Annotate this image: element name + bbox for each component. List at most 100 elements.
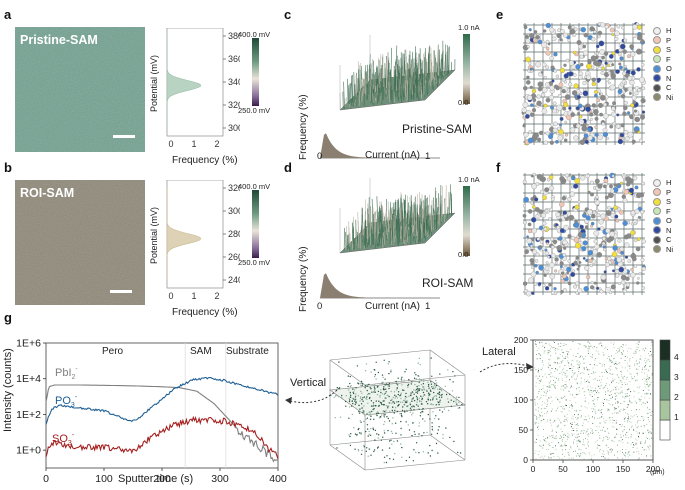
volume-point: [439, 399, 441, 401]
volume-point: [408, 379, 410, 381]
lateral-point: [623, 426, 625, 428]
atom: [526, 246, 531, 251]
surface-spike: [439, 59, 442, 76]
volume-point: [396, 387, 398, 389]
atom: [529, 85, 533, 90]
surface-spike: [425, 48, 427, 80]
lateral-point: [577, 374, 579, 376]
lateral-point: [603, 454, 605, 455]
volume-point: [388, 382, 391, 385]
lateral-point: [590, 345, 592, 347]
x-tick-1: 1: [425, 301, 431, 312]
lateral-point: [627, 437, 629, 439]
atom: [609, 84, 616, 91]
lateral-point: [630, 348, 632, 350]
lateral-point: [540, 394, 542, 396]
atom: [595, 66, 599, 69]
lateral-point: [576, 455, 578, 457]
lateral-point: [565, 344, 567, 346]
volume-point: [355, 393, 357, 395]
atom: [529, 244, 533, 248]
volume-point: [458, 396, 460, 399]
surface-spike: [436, 61, 438, 84]
volume-point: [376, 412, 378, 414]
lateral-point: [640, 399, 642, 400]
lateral-point: [643, 402, 645, 404]
surface-spike: [404, 80, 407, 87]
volume-point: [406, 405, 408, 407]
lateral-point: [622, 344, 624, 345]
volume-point: [418, 433, 420, 435]
lateral-point: [577, 343, 579, 345]
volume-point: [401, 389, 404, 391]
lateral-point: [553, 380, 555, 381]
x-tick-label: 50: [558, 464, 568, 474]
lateral-point: [561, 411, 563, 413]
lateral-point: [545, 392, 547, 394]
lateral-point: [626, 406, 628, 408]
lateral-point: [580, 377, 582, 379]
atom: [614, 269, 620, 274]
atom: [544, 251, 549, 256]
lateral-point: [550, 422, 552, 424]
volume-point: [404, 411, 406, 413]
volume-point: [438, 396, 441, 398]
lateral-point: [651, 438, 653, 439]
atom: [641, 181, 645, 186]
lateral-point: [648, 445, 650, 447]
x-axis-label: Current (nA): [365, 301, 421, 312]
volume-point: [351, 413, 353, 416]
lateral-point: [539, 414, 541, 416]
region-label-sam: SAM: [190, 346, 212, 357]
volume-point: [432, 399, 434, 401]
volume-point: [347, 385, 349, 388]
x-tick-label: 0: [169, 291, 174, 301]
lateral-point: [613, 420, 615, 421]
lateral-point: [649, 351, 651, 352]
volume-point: [388, 447, 391, 449]
lateral-point: [536, 350, 538, 351]
lateral-point: [575, 417, 576, 418]
volume-point: [427, 413, 429, 416]
lateral-point: [571, 404, 572, 406]
lateral-point: [568, 457, 570, 459]
lateral-point: [647, 412, 649, 414]
legend-swatch: [653, 64, 661, 73]
lateral-point: [628, 451, 630, 453]
volume-point: [385, 461, 388, 464]
volume-point: [392, 396, 394, 399]
lateral-point: [541, 415, 543, 417]
lateral-point: [650, 382, 652, 383]
lateral-point: [647, 401, 648, 403]
atom: [564, 94, 571, 100]
atom: [627, 259, 632, 263]
lateral-point: [636, 447, 638, 449]
volume-point: [450, 399, 452, 401]
region-label-substrate: Substrate: [226, 346, 269, 357]
lateral-label: Lateral: [482, 346, 516, 358]
lateral-point: [621, 382, 623, 383]
lateral-point: [638, 361, 640, 363]
atom: [547, 42, 551, 46]
lateral-point: [635, 438, 637, 440]
atom: [562, 288, 567, 293]
lateral-point: [560, 406, 562, 407]
lateral-point: [604, 386, 606, 388]
lateral-point: [615, 388, 617, 390]
lateral-point: [565, 381, 567, 383]
atom: [624, 136, 630, 142]
atom: [575, 291, 579, 295]
molecular-structure-pristine: [521, 22, 646, 146]
lateral-point: [557, 362, 558, 363]
volume-point: [373, 384, 376, 386]
surface-spike: [386, 219, 388, 229]
lateral-point: [562, 408, 564, 410]
lateral-point: [544, 440, 546, 442]
legend-label: S: [666, 197, 672, 207]
volume-point: [358, 404, 360, 407]
lateral-point: [534, 423, 536, 425]
lateral-point: [551, 400, 553, 402]
lateral-point: [589, 389, 591, 391]
x-tick-label: 150: [616, 464, 630, 474]
lateral-point: [584, 369, 585, 371]
